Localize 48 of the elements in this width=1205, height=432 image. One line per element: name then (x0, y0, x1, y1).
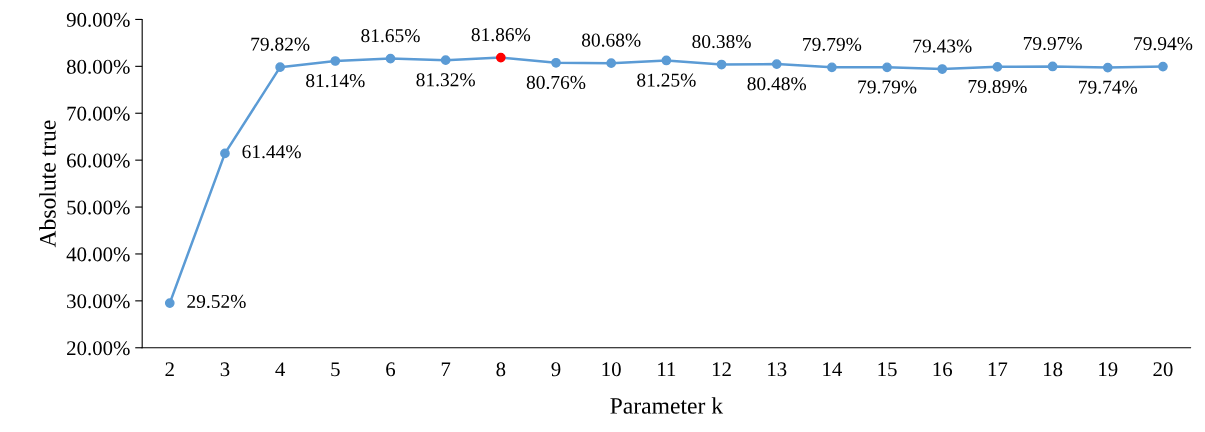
x-tick-label: 17 (988, 362, 1008, 377)
x-tick-label: 20 (1153, 362, 1173, 377)
y-axis-title: Absolute true (39, 120, 56, 248)
y-tick-label: 50.00% (67, 200, 130, 215)
x-tick-label: 13 (768, 362, 787, 377)
data-label: 80.68% (581, 33, 641, 47)
x-tick-label: 2 (165, 362, 174, 377)
data-label: 79.89% (968, 79, 1027, 94)
data-label: 79.74% (1079, 80, 1138, 94)
x-tick-label: 5 (331, 362, 340, 377)
data-label: 61.44% (242, 145, 301, 159)
data-label: 79.94% (1134, 37, 1193, 51)
data-label: 79.79% (858, 80, 917, 94)
data-label: 80.38% (692, 34, 751, 49)
y-tick-label: 70.00% (67, 106, 130, 121)
data-label: 80.76% (526, 75, 586, 90)
x-axis-title: Parameter k (610, 397, 724, 414)
data-label: 79.79% (803, 37, 862, 51)
x-tick-label: 9 (551, 362, 561, 377)
data-label: 81.65% (361, 29, 420, 43)
y-tick-label: 90.00% (66, 12, 130, 27)
data-label: 79.82% (251, 37, 310, 51)
x-tick-label: 10 (602, 362, 621, 377)
data-label: 81.32% (416, 73, 475, 87)
y-tick-label: 30.00% (67, 294, 130, 309)
y-tick-label: 60.00% (67, 153, 130, 168)
x-tick-label: 3 (220, 362, 230, 377)
x-tick-label: 18 (1044, 362, 1063, 377)
x-tick-label: 11 (658, 362, 676, 377)
x-tick-label: 6 (386, 362, 396, 377)
x-tick-label: 7 (441, 362, 451, 377)
x-tick-label: 8 (496, 362, 506, 377)
data-label: 79.43% (913, 39, 972, 53)
x-tick-label: 16 (933, 362, 953, 377)
x-tick-label: 12 (712, 362, 731, 377)
data-label: 80.48% (747, 77, 807, 91)
x-tick-label: 15 (878, 362, 897, 377)
x-tick-label: 4 (275, 362, 286, 377)
data-label: 81.25% (637, 73, 696, 87)
data-label: 79.97% (1023, 36, 1082, 51)
x-tick-label: 19 (1099, 362, 1118, 377)
data-label: 81.14% (306, 74, 365, 88)
data-label: 81.86% (471, 28, 531, 42)
y-tick-label: 40.00% (66, 247, 130, 262)
y-tick-label: 80.00% (66, 59, 130, 74)
y-tick-label: 20.00% (67, 341, 130, 356)
data-label: 29.52% (187, 294, 246, 309)
x-tick-label: 14 (823, 362, 842, 377)
